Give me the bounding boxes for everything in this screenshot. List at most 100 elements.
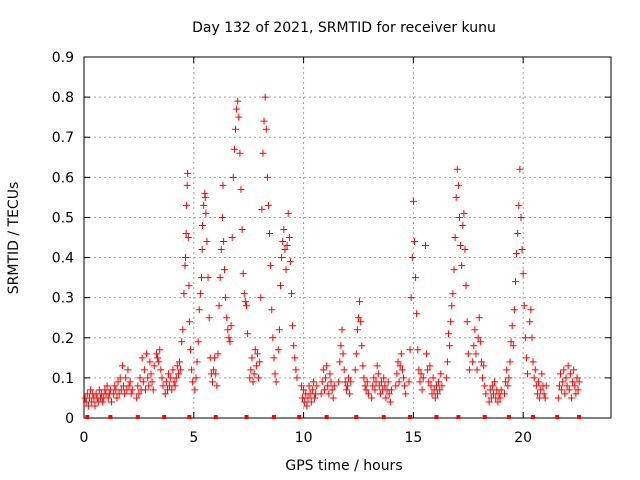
- data-point: [558, 386, 566, 394]
- data-point: [176, 358, 184, 366]
- data-point: [453, 165, 461, 173]
- data-point: [220, 238, 228, 246]
- data-point: [292, 366, 300, 374]
- data-point: [562, 374, 570, 382]
- data-point: [480, 362, 488, 370]
- data-point: [258, 205, 266, 213]
- data-point: [99, 398, 107, 406]
- data-point: [418, 386, 426, 394]
- data-point: [240, 290, 248, 298]
- data-point: [351, 366, 359, 374]
- data-point: [148, 378, 156, 386]
- data-point: [257, 294, 265, 302]
- data-point: [244, 330, 252, 338]
- data-point: [445, 330, 453, 338]
- data-point: [264, 201, 272, 209]
- data-point: [204, 274, 212, 282]
- data-point: [127, 390, 135, 398]
- data-point: [353, 326, 361, 334]
- data-point: [290, 342, 298, 350]
- data-point: [502, 378, 510, 386]
- data-point: [416, 378, 424, 386]
- data-point: [183, 201, 191, 209]
- data-point: [417, 370, 425, 378]
- data-point: [319, 366, 327, 374]
- data-point: [359, 362, 367, 370]
- data-point: [511, 278, 519, 286]
- data-point: [481, 382, 489, 390]
- data-point: [179, 326, 187, 334]
- data-point: [252, 362, 260, 370]
- data-point: [288, 290, 296, 298]
- data-point: [256, 358, 264, 366]
- data-point: [274, 346, 282, 354]
- data-point: [455, 213, 463, 221]
- data-point: [172, 374, 180, 382]
- data-point: [307, 398, 315, 406]
- data-point: [229, 173, 237, 181]
- baseline-marker: [506, 415, 511, 419]
- data-point: [193, 358, 201, 366]
- data-point: [248, 354, 256, 362]
- data-point: [465, 366, 473, 374]
- data-point: [277, 282, 285, 290]
- data-point: [222, 294, 230, 302]
- data-point: [572, 390, 580, 398]
- data-point: [424, 366, 432, 374]
- data-point: [563, 382, 571, 390]
- data-point: [183, 181, 191, 189]
- data-point: [169, 366, 177, 374]
- data-point: [103, 382, 111, 390]
- data-point: [415, 366, 423, 374]
- data-point: [541, 394, 549, 402]
- data-point: [323, 362, 331, 370]
- data-point: [450, 266, 458, 274]
- data-point: [436, 386, 444, 394]
- data-point: [185, 282, 193, 290]
- data-point: [284, 209, 292, 217]
- data-point: [470, 342, 478, 350]
- data-point: [262, 125, 270, 133]
- data-point: [279, 238, 287, 246]
- data-point: [221, 266, 229, 274]
- data-point: [180, 290, 188, 298]
- data-point: [571, 382, 579, 390]
- data-point: [216, 274, 224, 282]
- data-point: [144, 374, 152, 382]
- y-tick-label: 0.8: [52, 90, 74, 106]
- data-point: [322, 374, 330, 382]
- data-point: [542, 382, 550, 390]
- data-point: [210, 366, 218, 374]
- data-point: [567, 394, 575, 402]
- data-point: [530, 374, 538, 382]
- data-point: [250, 370, 258, 378]
- data-point: [370, 374, 378, 382]
- data-point: [253, 350, 261, 358]
- data-point: [242, 302, 250, 310]
- data-point: [559, 378, 567, 386]
- data-point: [208, 378, 216, 386]
- data-point: [503, 366, 511, 374]
- data-point: [426, 362, 434, 370]
- baseline-marker: [324, 415, 329, 419]
- data-point: [138, 354, 146, 362]
- data-point: [122, 374, 130, 382]
- data-point: [458, 262, 466, 270]
- baseline-marker: [456, 415, 461, 419]
- data-point: [491, 378, 499, 386]
- x-tick-label: 5: [189, 430, 198, 446]
- data-point: [354, 314, 362, 322]
- data-point: [382, 394, 390, 402]
- data-point: [513, 250, 521, 258]
- x-tick-label: 0: [80, 430, 89, 446]
- data-point: [325, 390, 333, 398]
- data-point: [527, 306, 535, 314]
- data-point: [184, 234, 192, 241]
- data-point: [212, 370, 220, 378]
- data-point: [305, 382, 313, 390]
- data-point: [300, 386, 308, 394]
- data-point: [280, 225, 288, 233]
- data-point: [496, 394, 504, 402]
- data-point: [381, 382, 389, 390]
